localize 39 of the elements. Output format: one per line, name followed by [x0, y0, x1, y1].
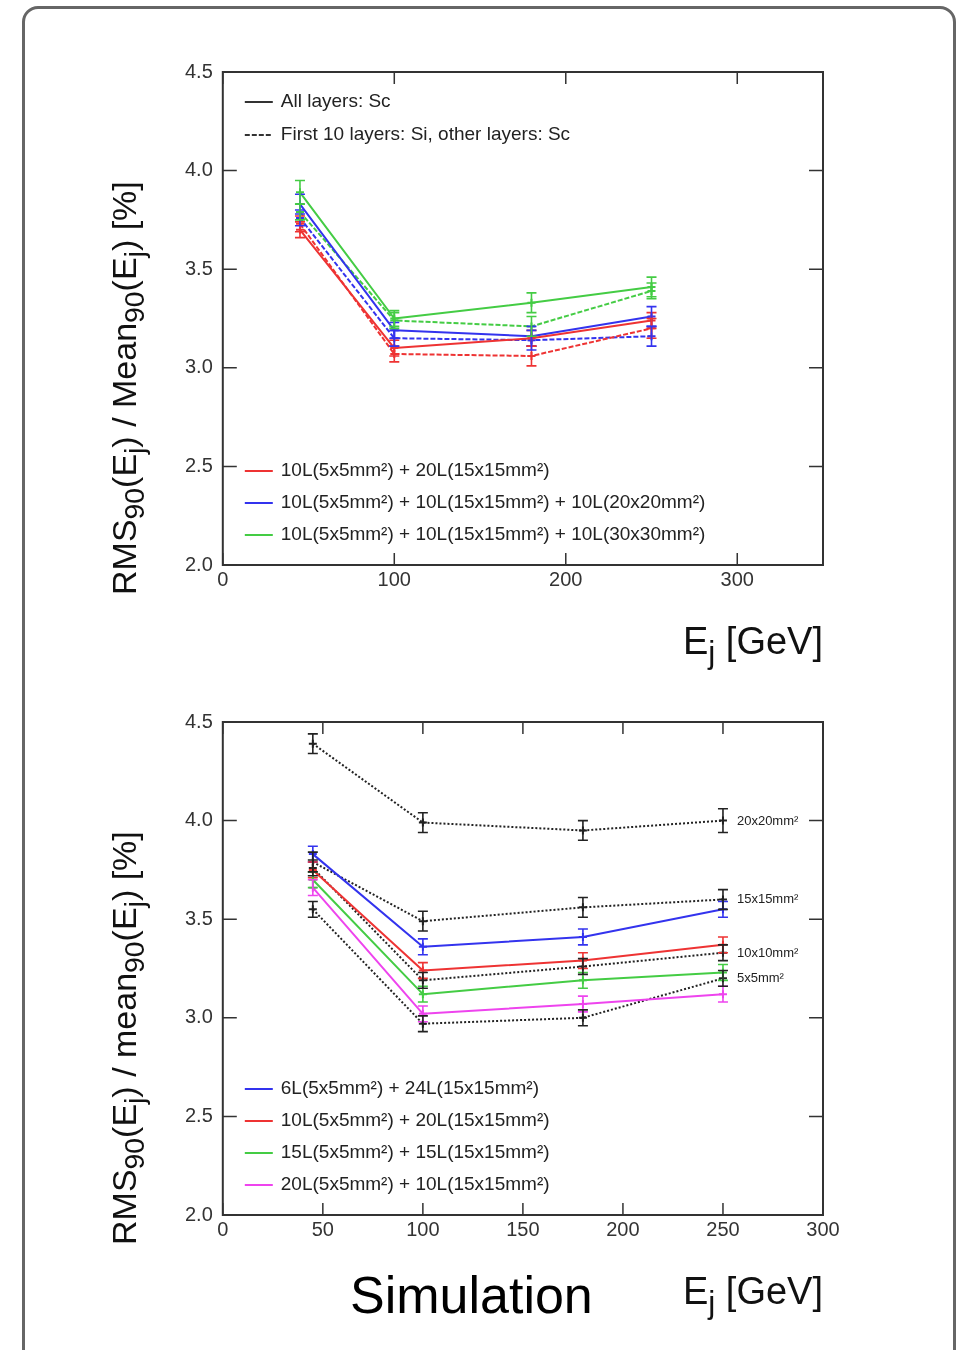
y-tick-label: 4.0: [184, 158, 213, 181]
y-tick-label: 3.0: [184, 1005, 213, 1028]
x-tick-label: 0: [217, 1217, 229, 1240]
series-label: 15x15mm²: [736, 891, 799, 908]
y-tick-label: 2.5: [184, 1103, 213, 1126]
x-tick-label: 50: [311, 1217, 334, 1240]
x-axis-title: E$_{j}$ [GeV]: [682, 620, 823, 671]
x-tick-label: 250: [706, 1217, 740, 1240]
x-tick-label: 200: [606, 1217, 640, 1240]
series-label: 20x20mm²: [736, 812, 799, 829]
x-tick-label: 150: [506, 1217, 540, 1240]
annotation: All layers: Sc: [280, 90, 391, 112]
x-tick-label: 300: [720, 567, 754, 590]
y-tick-label: 2.0: [184, 552, 213, 575]
y-tick-label: 3.5: [184, 256, 213, 279]
legend-label: 10L(5x5mm²) + 10L(15x15mm²) + 10L(20x20mm²): [280, 491, 706, 513]
y-tick-label: 3.5: [184, 906, 213, 929]
y-tick-label: 2.5: [184, 453, 213, 476]
y-tick-label: 4.5: [184, 709, 213, 732]
legend-label: 10L(5x5mm²) + 20L(15x15mm²): [280, 1109, 550, 1131]
y-tick-label: 4.5: [184, 59, 213, 82]
x-tick-label: 0: [217, 567, 229, 590]
y-tick-label: 2.0: [184, 1202, 213, 1225]
x-tick-label: 100: [406, 1217, 440, 1240]
legend-label: 15L(5x5mm²) + 15L(15x15mm²): [280, 1141, 550, 1163]
series-label: 5x5mm²: [736, 970, 784, 987]
legend-label: 10L(5x5mm²) + 20L(15x15mm²): [280, 459, 550, 481]
x-tick-label: 200: [549, 567, 583, 590]
y-tick-label: 4.0: [184, 808, 213, 831]
legend-label: 6L(5x5mm²) + 24L(15x15mm²): [280, 1077, 539, 1099]
annotation: First 10 layers: Si, other layers: Sc: [280, 123, 571, 145]
legend-label: 10L(5x5mm²) + 10L(15x15mm²) + 10L(30x30mm²): [280, 523, 706, 545]
legend-label: 20L(5x5mm²) + 10L(15x15mm²): [280, 1173, 550, 1195]
text: Simulation: [350, 1265, 593, 1325]
y-tick-label: 3.0: [184, 355, 213, 378]
x-tick-label: 300: [806, 1217, 840, 1240]
x-axis-title: E$_{j}$ [GeV]: [682, 1270, 823, 1321]
series-label: 10x10mm²: [736, 944, 799, 961]
x-tick-label: 100: [377, 567, 411, 590]
